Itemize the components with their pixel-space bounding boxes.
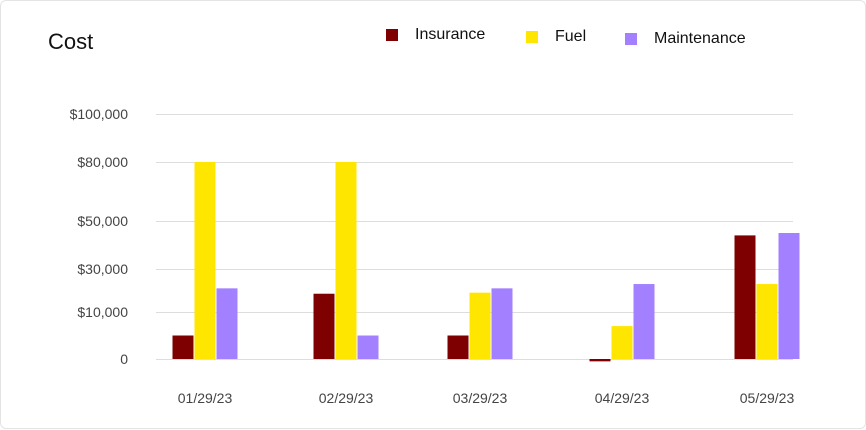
bar-fuel-1[interactable] (335, 162, 357, 359)
y-tick-label: 0 (120, 351, 128, 367)
bar-fuel-4[interactable] (756, 284, 778, 359)
x-tick-label: 04/29/23 (595, 390, 650, 406)
legend-swatch-maintenance (625, 33, 637, 45)
bar-insurance-3[interactable] (589, 359, 611, 362)
y-tick-label: $10,000 (77, 304, 128, 320)
bar-fuel-3[interactable] (611, 326, 633, 359)
chart-title: Cost (48, 29, 94, 54)
bar-fuel-2[interactable] (469, 292, 491, 359)
y-tick-label: $80,000 (77, 154, 128, 170)
bar-insurance-2[interactable] (447, 335, 469, 360)
legend-swatch-fuel (526, 31, 538, 43)
bar-maintenance-0[interactable] (216, 288, 238, 359)
bar-insurance-0[interactable] (172, 335, 194, 360)
y-tick-label: $100,000 (70, 106, 129, 122)
bar-maintenance-4[interactable] (778, 233, 800, 359)
y-tick-label: $30,000 (77, 261, 128, 277)
bar-insurance-1[interactable] (313, 293, 335, 359)
x-tick-label: 02/29/23 (319, 390, 374, 406)
x-tick-label: 03/29/23 (453, 390, 508, 406)
bar-fuel-0[interactable] (194, 162, 216, 359)
bar-maintenance-2[interactable] (491, 288, 513, 359)
legend-label-insurance: Insurance (415, 26, 486, 43)
y-tick-label: $50,000 (77, 213, 128, 229)
bar-insurance-4[interactable] (734, 235, 756, 359)
legend-label-fuel: Fuel (555, 28, 587, 45)
x-tick-label: 01/29/23 (178, 390, 233, 406)
legend-swatch-insurance (386, 29, 398, 41)
bar-maintenance-3[interactable] (633, 284, 655, 359)
legend-label-maintenance: Maintenance (654, 30, 746, 47)
x-tick-label: 05/29/23 (740, 390, 795, 406)
bar-maintenance-1[interactable] (357, 335, 379, 360)
chart-legend: Insurance Fuel Maintenance (1, 1, 866, 61)
